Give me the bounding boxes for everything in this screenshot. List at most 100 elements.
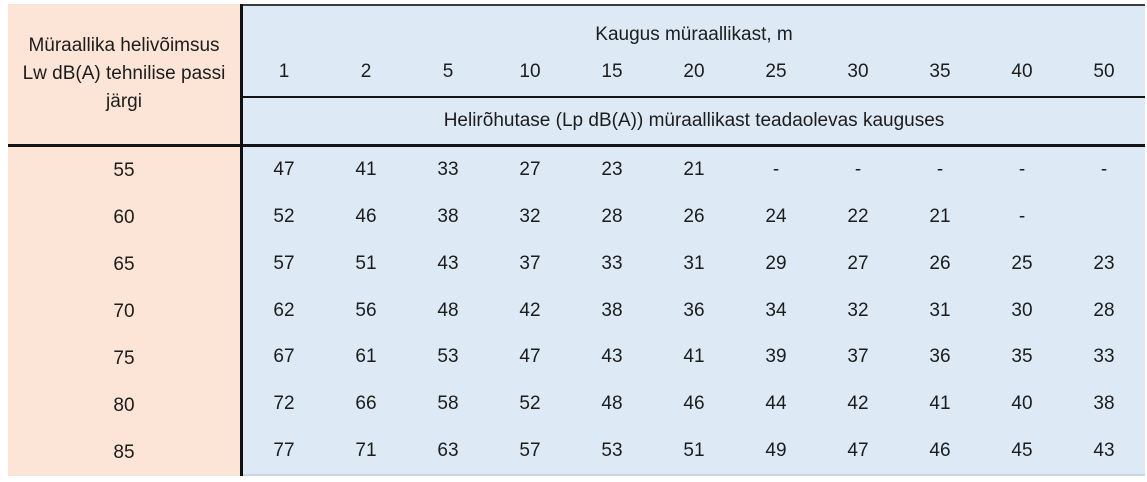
table-cell: 62 [273, 299, 295, 321]
table-cell: 53 [601, 439, 623, 461]
table-cell: 57 [273, 252, 295, 274]
table-cell: 36 [683, 299, 705, 321]
table-cell: 32 [519, 206, 541, 228]
table-cell: 48 [601, 392, 623, 414]
row-header-cell: 80 [113, 394, 135, 416]
table-cell: 43 [437, 252, 459, 274]
table-cell: 26 [683, 206, 705, 228]
table-cell: 52 [273, 206, 295, 228]
table-cell: 72 [273, 392, 295, 414]
table-row: 72 66 58 52 48 46 44 42 41 40 38 [243, 381, 1145, 428]
table-cell: 34 [765, 299, 787, 321]
table-row: 67 61 53 47 43 41 39 37 36 35 33 [243, 334, 1145, 381]
table-cell: 43 [601, 346, 623, 368]
table-cell: 38 [601, 299, 623, 321]
row-header-body: 55 60 65 70 75 80 85 [8, 147, 240, 476]
row-header-column: Müraallika helivõimsus Lw dB(A) tehnilis… [8, 4, 240, 476]
table-row: 47 41 33 27 23 21 - - - - - [243, 147, 1145, 194]
table-cell: 67 [273, 346, 295, 368]
distance-header-cell: 10 [519, 61, 541, 82]
table-cell: - [772, 159, 780, 181]
distance-header-cell: 25 [765, 61, 787, 82]
row-header-cell: 75 [113, 347, 135, 369]
table-cell: 58 [437, 392, 459, 414]
table-cell: 53 [437, 346, 459, 368]
distance-header-row: 1 2 5 10 15 20 25 30 35 40 50 [243, 48, 1145, 98]
table-cell: 31 [683, 252, 705, 274]
distance-header-cell: 15 [601, 61, 623, 82]
table-cell: 27 [519, 159, 541, 181]
table-cell: 47 [847, 439, 869, 461]
table-cell: 38 [437, 206, 459, 228]
table-row: 52 46 38 32 28 26 24 22 21 - [243, 194, 1145, 241]
distance-header-cell: 40 [1011, 61, 1033, 82]
table-cell: 51 [683, 439, 705, 461]
distance-header-cell: 1 [278, 61, 290, 82]
data-header: Kaugus müraallikast, m 1 2 5 10 15 20 25 30 35 40… [243, 4, 1145, 147]
table-cell: 37 [519, 252, 541, 274]
table-cell: 66 [355, 392, 377, 414]
table-row: 77 71 63 57 53 51 49 47 46 45 43 [243, 427, 1145, 474]
table-cell: 51 [355, 252, 377, 274]
table-cell: 31 [929, 299, 951, 321]
table-cell: 44 [765, 392, 787, 414]
table-cell: 43 [1093, 439, 1115, 461]
table-cell: 22 [847, 206, 869, 228]
column-divider [240, 4, 243, 476]
table-cell: 36 [929, 346, 951, 368]
table-cell: 41 [929, 392, 951, 414]
table-cell: 46 [683, 392, 705, 414]
table-cell: 39 [765, 346, 787, 368]
row-header-cell: 70 [113, 300, 135, 322]
table-cell: - [1018, 206, 1026, 228]
row-header-title: Müraallika helivõimsus Lw dB(A) tehnilis… [8, 4, 240, 147]
table-cell: 61 [355, 346, 377, 368]
row-header-cell: 85 [113, 441, 135, 463]
row-header-cell: 55 [113, 159, 135, 181]
table-cell: 28 [601, 206, 623, 228]
table-row: 57 51 43 37 33 31 29 27 26 25 23 [243, 240, 1145, 287]
table-cell: 47 [519, 346, 541, 368]
table-cell: 52 [519, 392, 541, 414]
row-header-cell: 65 [113, 253, 135, 275]
table-cell: 42 [519, 299, 541, 321]
distance-header-cell: 35 [929, 61, 951, 82]
table-cell: 37 [847, 346, 869, 368]
table-cell: - [1018, 159, 1026, 181]
table-cell: 28 [1093, 299, 1115, 321]
table-cell: 38 [1093, 392, 1115, 414]
table-cell: - [854, 159, 862, 181]
table-cell: 57 [519, 439, 541, 461]
table-cell: 45 [1011, 439, 1033, 461]
table-cell: 42 [847, 392, 869, 414]
table-cell: 63 [437, 439, 459, 461]
table-cell: 25 [1011, 252, 1033, 274]
table-cell: - [1100, 159, 1108, 181]
table-row: 62 56 48 42 38 36 34 32 31 30 28 [243, 287, 1145, 334]
table-cell: 46 [355, 206, 377, 228]
table-cell: 23 [1093, 252, 1115, 274]
table-cell: 26 [929, 252, 951, 274]
table-cell: - [936, 159, 944, 181]
table-cell: 21 [929, 206, 951, 228]
noise-level-table: Müraallika helivõimsus Lw dB(A) tehnilis… [8, 4, 1145, 476]
table-cell: 32 [847, 299, 869, 321]
distance-header-cell: 30 [847, 61, 869, 82]
sub-header-title: Helirõhutase (Lp dB(A)) müraallikast tea… [443, 110, 945, 131]
table-cell: 33 [601, 252, 623, 274]
distance-header-cell: 2 [360, 61, 372, 82]
table-cell: 35 [1011, 346, 1033, 368]
table-cell [1063, 194, 1145, 241]
table-cell: 23 [601, 159, 623, 181]
table-cell: 41 [683, 346, 705, 368]
column-group-title: Kaugus müraallikast, m [595, 24, 793, 45]
data-column-group: Kaugus müraallikast, m 1 2 5 10 15 20 25 30 35 40… [243, 4, 1145, 476]
table-cell: 41 [355, 159, 377, 181]
table-cell: 33 [1093, 346, 1115, 368]
data-body: 47 41 33 27 23 21 - - - - - 52 46 38 32 28 26 24 22 21 - 57 51… [243, 147, 1145, 474]
table-cell: 29 [765, 252, 787, 274]
table-cell: 30 [1011, 299, 1033, 321]
table-cell: 56 [355, 299, 377, 321]
table-cell: 46 [929, 439, 951, 461]
